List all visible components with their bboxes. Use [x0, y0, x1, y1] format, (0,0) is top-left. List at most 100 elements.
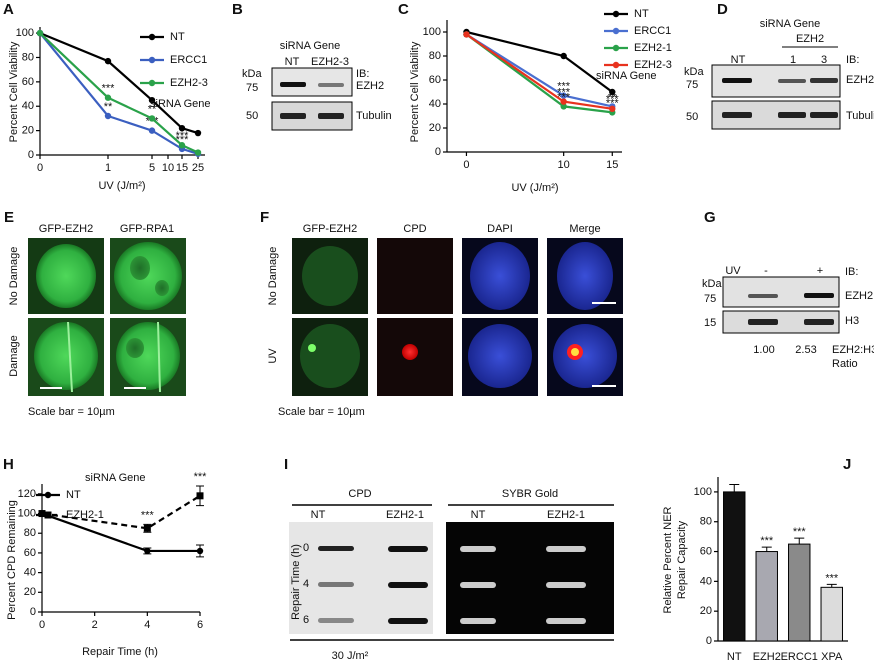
significance: **	[148, 103, 157, 115]
y-tick-label: 100	[16, 27, 34, 39]
panel-i: I CPD SYBR Gold NT EZH2-1 NT EZH2-1 Repa…	[284, 456, 614, 662]
axis-title: Relative Percent NER	[662, 506, 674, 613]
scale-note: Scale bar = 10µm	[278, 406, 365, 418]
point	[560, 103, 567, 110]
lane-label: +	[817, 265, 823, 277]
y-tick-label: 120	[18, 488, 36, 500]
nucleus	[114, 242, 182, 310]
legend-label: EZH2-1	[634, 42, 672, 54]
group-label: SYBR Gold	[502, 488, 558, 500]
axis-title: Percent Cell Viability	[8, 41, 20, 142]
panel-g: G UV - + IB: kDa 75 15 EZH2 H3 1.00 2.53…	[702, 209, 874, 370]
band	[318, 113, 344, 119]
point	[148, 115, 156, 122]
x-tick-label: 1	[105, 162, 111, 174]
band	[318, 83, 344, 87]
significance: ***	[194, 471, 208, 483]
point	[38, 510, 46, 518]
column-label: Merge	[569, 223, 600, 235]
band	[280, 82, 306, 87]
group-label: EZH2	[796, 33, 824, 45]
y-tick-label: 60	[429, 74, 441, 86]
point	[196, 492, 204, 500]
nucleus	[302, 246, 358, 306]
axis-title: Repair Time (h)	[82, 646, 158, 658]
ratio-value: 2.53	[795, 344, 816, 356]
y-tick-label: 40	[429, 98, 441, 110]
series-line	[465, 33, 613, 108]
panel-label: F	[260, 209, 269, 226]
y-tick-label: 20	[24, 586, 36, 598]
x-tick-label: ERCC1	[781, 651, 818, 663]
slot-band	[460, 546, 496, 552]
point	[178, 142, 186, 149]
point	[104, 94, 112, 101]
blot-label: Tubulin	[846, 110, 874, 122]
point	[560, 92, 567, 99]
series-line	[41, 494, 201, 530]
nucleus	[34, 322, 98, 390]
x-tick-label: 0	[39, 619, 45, 631]
kda-label: kDa	[242, 68, 262, 80]
band	[722, 78, 752, 83]
ib-label: IB:	[356, 68, 369, 80]
significance: ***	[141, 509, 155, 521]
y-tick-label: 100	[694, 486, 712, 498]
panel-f: F GFP-EZH2 CPD DAPI Merge No Damage UV S…	[260, 209, 623, 418]
foci	[571, 348, 579, 356]
lane-label: NT	[471, 509, 486, 521]
scale-note: Scale bar = 10µm	[28, 406, 115, 418]
point	[148, 96, 156, 104]
blot-header: siRNA Gene	[760, 18, 821, 30]
column-label: GFP-EZH2	[303, 223, 357, 235]
significance: ***	[606, 97, 620, 109]
significance: ***	[793, 526, 807, 538]
slot-band	[318, 618, 354, 623]
point	[148, 127, 156, 134]
error-bar	[729, 483, 740, 492]
nucleus	[553, 324, 617, 388]
x-tick-label: 25	[192, 162, 204, 174]
lane-label: EZH2-3	[311, 56, 349, 68]
marker-label: 75	[686, 79, 698, 91]
point	[104, 57, 112, 65]
point	[609, 105, 616, 113]
band	[748, 294, 778, 298]
ratio-label: Ratio	[832, 358, 858, 370]
legend-marker	[612, 61, 620, 69]
significance: ***	[176, 130, 190, 142]
panel-label: A	[3, 1, 14, 18]
x-tick-label: 5	[149, 162, 155, 174]
band	[810, 78, 838, 83]
legend-label: NT	[634, 8, 649, 20]
lane-label: NT	[731, 54, 746, 66]
point	[36, 29, 44, 37]
y-tick-label: 60	[700, 545, 712, 557]
legend-marker	[44, 491, 52, 499]
x-tick-label: 4	[144, 619, 150, 631]
damage-stripe	[157, 321, 161, 393]
foci	[308, 344, 316, 352]
significance: ***	[825, 572, 839, 584]
error-bar	[794, 537, 805, 545]
legend-marker	[148, 56, 156, 64]
lane-label: -	[764, 265, 768, 277]
panel-label: G	[704, 209, 716, 226]
significance: ***	[557, 87, 571, 99]
y-tick-label: 0	[30, 606, 36, 618]
bar	[723, 491, 746, 642]
point	[463, 31, 470, 38]
marker-label: 50	[246, 110, 258, 122]
blot-header: UV	[725, 265, 741, 277]
blot	[722, 310, 840, 334]
y-tick-label: 60	[24, 547, 36, 559]
row-label: 4	[303, 578, 309, 590]
row-label: UV	[267, 348, 279, 364]
kda-label: kDa	[702, 278, 722, 290]
nucleus	[36, 244, 96, 308]
legend-label: NT	[66, 489, 81, 501]
point	[560, 98, 567, 105]
x-tick-label: XPA	[821, 651, 843, 663]
slot-band	[546, 582, 586, 588]
